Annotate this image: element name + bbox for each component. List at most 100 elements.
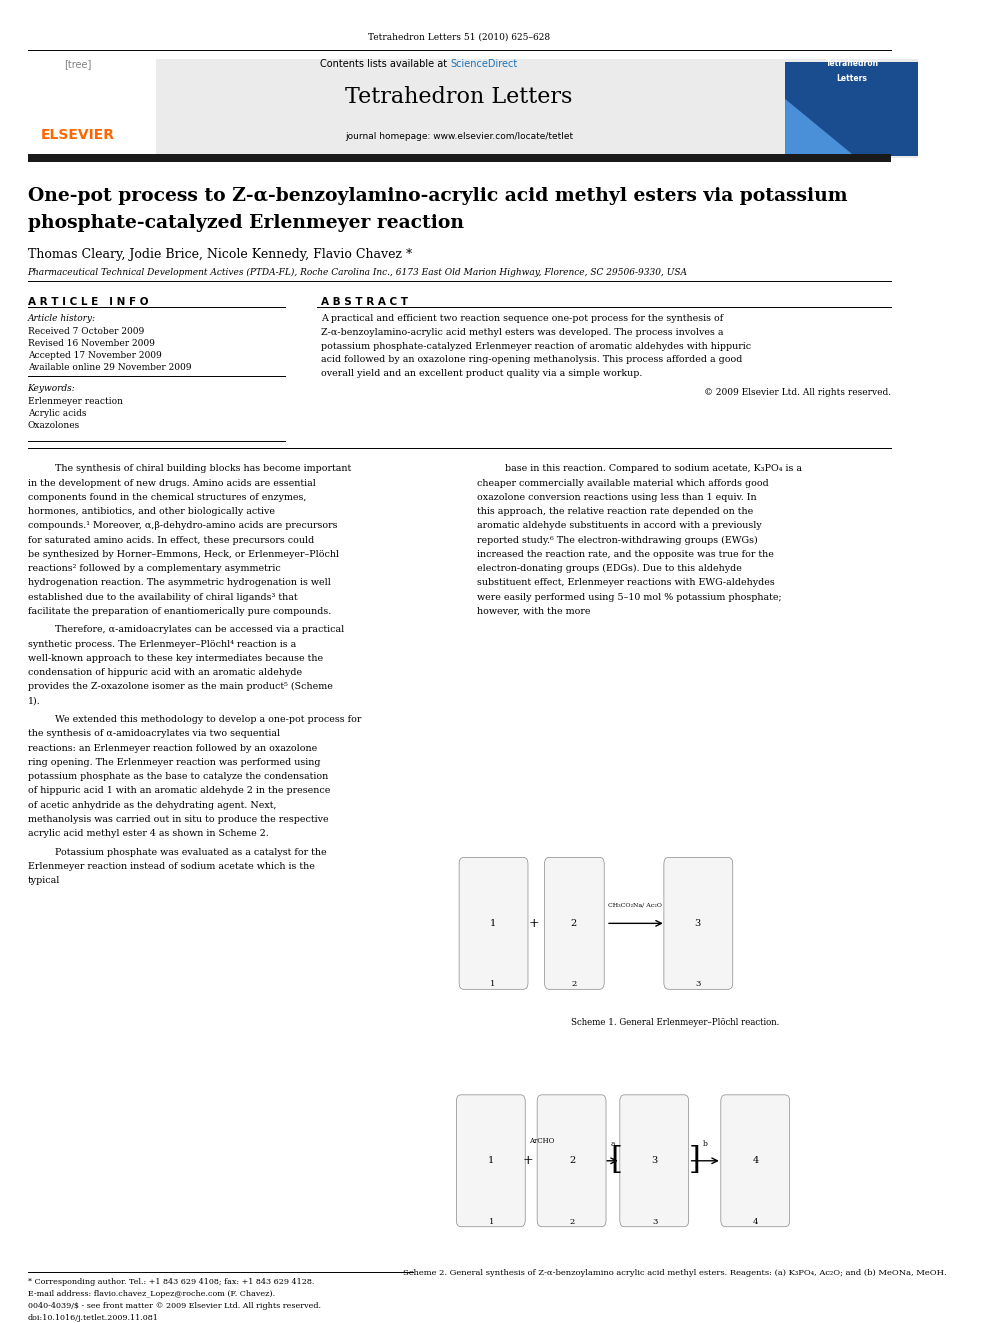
Text: 1: 1 (489, 1217, 494, 1225)
Text: established due to the availability of chiral ligands³ that: established due to the availability of c… (28, 593, 298, 602)
FancyBboxPatch shape (620, 1095, 688, 1226)
Text: 3: 3 (694, 919, 701, 927)
Text: ArCHO: ArCHO (529, 1136, 555, 1144)
Text: Keywords:: Keywords: (28, 384, 75, 393)
Text: acid followed by an oxazolone ring-opening methanolysis. This process afforded a: acid followed by an oxazolone ring-openi… (321, 356, 743, 365)
Text: provides the Z-oxazolone isomer as the main product⁵ (Scheme: provides the Z-oxazolone isomer as the m… (28, 683, 332, 692)
Text: well-known approach to these key intermediates because the: well-known approach to these key interme… (28, 654, 322, 663)
Text: a: a (610, 1139, 615, 1147)
Text: E-mail address: flavio.chavez_Lopez@roche.com (F. Chavez).: E-mail address: flavio.chavez_Lopez@roch… (28, 1290, 275, 1298)
Text: 1: 1 (490, 919, 496, 927)
Text: 2: 2 (569, 1217, 574, 1225)
Text: Erlenmeyer reaction instead of sodium acetate which is the: Erlenmeyer reaction instead of sodium ac… (28, 861, 314, 871)
Text: were easily performed using 5–10 mol % potassium phosphate;: were easily performed using 5–10 mol % p… (477, 593, 782, 602)
Text: the synthesis of α-amidoacrylates via two sequential: the synthesis of α-amidoacrylates via tw… (28, 729, 280, 738)
FancyBboxPatch shape (459, 857, 528, 990)
Text: Tetrahedron Letters 51 (2010) 625–628: Tetrahedron Letters 51 (2010) 625–628 (368, 33, 551, 42)
Text: Oxazolones: Oxazolones (28, 421, 79, 430)
Text: synthetic process. The Erlenmeyer–Plöchl⁴ reaction is a: synthetic process. The Erlenmeyer–Plöchl… (28, 639, 296, 648)
Text: aromatic aldehyde substituents in accord with a previously: aromatic aldehyde substituents in accord… (477, 521, 762, 531)
Text: Therefore, α-amidoacrylates can be accessed via a practical: Therefore, α-amidoacrylates can be acces… (56, 626, 344, 634)
Text: A B S T R A C T: A B S T R A C T (321, 296, 409, 307)
Text: increased the reaction rate, and the opposite was true for the: increased the reaction rate, and the opp… (477, 550, 775, 558)
Text: ]: ] (688, 1146, 700, 1176)
Text: condensation of hippuric acid with an aromatic aldehyde: condensation of hippuric acid with an ar… (28, 668, 302, 677)
Text: in the development of new drugs. Amino acids are essential: in the development of new drugs. Amino a… (28, 479, 315, 488)
Text: 2: 2 (570, 919, 577, 927)
Bar (785, 62, 919, 156)
Text: A R T I C L E   I N F O: A R T I C L E I N F O (28, 296, 148, 307)
Bar (0, 60, 156, 159)
Text: of acetic anhydride as the dehydrating agent. Next,: of acetic anhydride as the dehydrating a… (28, 800, 276, 810)
Text: electron-donating groups (EDGs). Due to this aldehyde: electron-donating groups (EDGs). Due to … (477, 564, 742, 573)
Text: doi:10.1016/j.tetlet.2009.11.081: doi:10.1016/j.tetlet.2009.11.081 (28, 1314, 159, 1322)
Text: typical: typical (28, 876, 60, 885)
Text: reactions² followed by a complementary asymmetric: reactions² followed by a complementary a… (28, 564, 281, 573)
Text: potassium phosphate as the base to catalyze the condensation: potassium phosphate as the base to catal… (28, 773, 327, 781)
Text: Z-α-benzoylamino-acrylic acid methyl esters was developed. The process involves : Z-α-benzoylamino-acrylic acid methyl est… (321, 328, 724, 337)
Text: phosphate-catalyzed Erlenmeyer reaction: phosphate-catalyzed Erlenmeyer reaction (28, 214, 463, 232)
Text: compounds.¹ Moreover, α,β-dehydro-amino acids are precursors: compounds.¹ Moreover, α,β-dehydro-amino … (28, 521, 337, 531)
Text: 4: 4 (753, 1217, 759, 1225)
Text: Potassium phosphate was evaluated as a catalyst for the: Potassium phosphate was evaluated as a c… (56, 848, 326, 856)
Text: facilitate the preparation of enantiomerically pure compounds.: facilitate the preparation of enantiomer… (28, 607, 330, 615)
Text: Scheme 2. General synthesis of Z-α-benzoylamino acrylic acid methyl esters. Reag: Scheme 2. General synthesis of Z-α-benzo… (403, 1269, 946, 1277)
Text: Tetrahedron Letters: Tetrahedron Letters (345, 86, 572, 107)
FancyBboxPatch shape (456, 1095, 525, 1226)
Text: oxazolone conversion reactions using less than 1 equiv. In: oxazolone conversion reactions using les… (477, 492, 757, 501)
Text: We extended this methodology to develop a one-pot process for: We extended this methodology to develop … (56, 714, 361, 724)
Text: * Corresponding author. Tel.: +1 843 629 4108; fax: +1 843 629 4128.: * Corresponding author. Tel.: +1 843 629… (28, 1278, 313, 1286)
Text: Accepted 17 November 2009: Accepted 17 November 2009 (28, 351, 162, 360)
Text: hydrogenation reaction. The asymmetric hydrogenation is well: hydrogenation reaction. The asymmetric h… (28, 578, 330, 587)
Text: Tetrahedron: Tetrahedron (825, 60, 879, 69)
Text: © 2009 Elsevier Ltd. All rights reserved.: © 2009 Elsevier Ltd. All rights reserved… (703, 389, 891, 397)
Text: Letters: Letters (836, 74, 868, 83)
Text: 1: 1 (488, 1156, 494, 1166)
Text: 2: 2 (569, 1156, 575, 1166)
Text: acrylic acid methyl ester 4 as shown in Scheme 2.: acrylic acid methyl ester 4 as shown in … (28, 830, 268, 837)
Text: 4: 4 (753, 1156, 759, 1166)
FancyBboxPatch shape (721, 1095, 790, 1226)
Text: ring opening. The Erlenmeyer reaction was performed using: ring opening. The Erlenmeyer reaction wa… (28, 758, 320, 767)
Text: 1: 1 (490, 980, 496, 988)
Text: journal homepage: www.elsevier.com/locate/tetlet: journal homepage: www.elsevier.com/locat… (345, 132, 573, 142)
Text: potassium phosphate-catalyzed Erlenmeyer reaction of aromatic aldehydes with hip: potassium phosphate-catalyzed Erlenmeyer… (321, 341, 752, 351)
Text: overall yield and an excellent product quality via a simple workup.: overall yield and an excellent product q… (321, 369, 643, 378)
Text: reactions: an Erlenmeyer reaction followed by an oxazolone: reactions: an Erlenmeyer reaction follow… (28, 744, 316, 753)
Text: Contents lists available at: Contents lists available at (319, 60, 450, 69)
Text: 3: 3 (652, 1217, 658, 1225)
Text: 3: 3 (695, 980, 700, 988)
Text: Scheme 1. General Erlenmeyer–Plöchl reaction.: Scheme 1. General Erlenmeyer–Plöchl reac… (570, 1019, 779, 1028)
Bar (28, 155, 891, 163)
Text: 2: 2 (571, 980, 576, 988)
Text: Thomas Cleary, Jodie Brice, Nicole Kennedy, Flavio Chavez *: Thomas Cleary, Jodie Brice, Nicole Kenne… (28, 247, 412, 261)
Text: ELSEVIER: ELSEVIER (41, 128, 115, 142)
Text: The synthesis of chiral building blocks has become important: The synthesis of chiral building blocks … (56, 464, 351, 474)
Text: [tree]: [tree] (64, 60, 91, 69)
Text: One-pot process to Z-α-benzoylamino-acrylic acid methyl esters via potassium: One-pot process to Z-α-benzoylamino-acry… (28, 188, 847, 205)
Text: 3: 3 (652, 1156, 658, 1166)
Text: [: [ (611, 1146, 623, 1176)
Text: Erlenmeyer reaction: Erlenmeyer reaction (28, 397, 123, 406)
Text: for saturated amino acids. In effect, these precursors could: for saturated amino acids. In effect, th… (28, 536, 313, 545)
Text: +: + (523, 1154, 534, 1167)
Text: base in this reaction. Compared to sodium acetate, K₃PO₄ is a: base in this reaction. Compared to sodiu… (505, 464, 802, 474)
Text: Received 7 October 2009: Received 7 October 2009 (28, 327, 144, 336)
Text: Acrylic acids: Acrylic acids (28, 409, 86, 418)
Text: Pharmaceutical Technical Development Actives (PTDA-FL), Roche Carolina Inc., 617: Pharmaceutical Technical Development Act… (28, 267, 687, 277)
Bar (0, 60, 919, 159)
FancyBboxPatch shape (538, 1095, 606, 1226)
Text: +: + (529, 917, 540, 930)
Text: cheaper commercially available material which affords good: cheaper commercially available material … (477, 479, 769, 488)
Text: this approach, the relative reaction rate depended on the: this approach, the relative reaction rat… (477, 507, 754, 516)
Text: components found in the chemical structures of enzymes,: components found in the chemical structu… (28, 492, 306, 501)
Polygon shape (785, 99, 854, 156)
FancyBboxPatch shape (664, 857, 733, 990)
Text: 0040-4039/$ - see front matter © 2009 Elsevier Ltd. All rights reserved.: 0040-4039/$ - see front matter © 2009 El… (28, 1302, 320, 1310)
Text: b: b (702, 1139, 707, 1147)
Text: of hippuric acid 1 with an aromatic aldehyde 2 in the presence: of hippuric acid 1 with an aromatic alde… (28, 786, 330, 795)
FancyBboxPatch shape (545, 857, 604, 990)
Text: methanolysis was carried out in situ to produce the respective: methanolysis was carried out in situ to … (28, 815, 328, 824)
Text: reported study.⁶ The electron-withdrawing groups (EWGs): reported study.⁶ The electron-withdrawin… (477, 536, 758, 545)
Text: ScienceDirect: ScienceDirect (450, 60, 517, 69)
